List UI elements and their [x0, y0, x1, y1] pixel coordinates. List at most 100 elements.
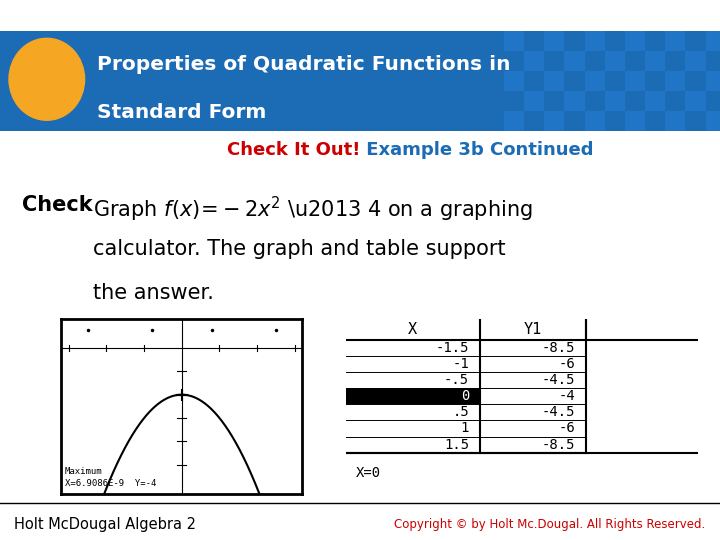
- Text: -4: -4: [558, 389, 575, 403]
- Bar: [544, 111, 564, 131]
- Bar: [564, 71, 585, 91]
- Bar: [346, 356, 480, 372]
- Bar: [605, 91, 625, 111]
- Text: 1: 1: [461, 421, 469, 435]
- Bar: [504, 51, 524, 71]
- Bar: [625, 111, 645, 131]
- Bar: [645, 111, 665, 131]
- Bar: [706, 111, 720, 131]
- Bar: [544, 91, 564, 111]
- Bar: [346, 340, 480, 356]
- Text: -4.5: -4.5: [541, 406, 575, 420]
- Text: -8.5: -8.5: [541, 437, 575, 451]
- Text: 0: 0: [461, 389, 469, 403]
- Bar: [346, 421, 480, 436]
- Bar: [524, 91, 544, 111]
- Bar: [544, 51, 564, 71]
- Bar: [524, 111, 544, 131]
- Bar: [524, 71, 544, 91]
- Text: .5: .5: [452, 406, 469, 420]
- Bar: [480, 340, 585, 356]
- Text: X=0: X=0: [356, 467, 382, 481]
- Bar: [645, 31, 665, 51]
- Text: Standard Form: Standard Form: [97, 103, 266, 122]
- Bar: [585, 51, 605, 71]
- Bar: [665, 51, 685, 71]
- Bar: [480, 436, 585, 453]
- Bar: [665, 111, 685, 131]
- Text: Example 3b Continued: Example 3b Continued: [360, 141, 593, 159]
- Bar: [564, 51, 585, 71]
- Bar: [625, 91, 645, 111]
- Text: -.5: -.5: [444, 373, 469, 387]
- Bar: [706, 91, 720, 111]
- Text: -6: -6: [558, 421, 575, 435]
- Bar: [645, 51, 665, 71]
- Bar: [504, 31, 524, 51]
- Text: the answer.: the answer.: [93, 283, 214, 303]
- Bar: [480, 388, 585, 404]
- Bar: [564, 31, 585, 51]
- Bar: [685, 91, 706, 111]
- Text: Check: Check: [22, 195, 93, 215]
- Bar: [504, 111, 524, 131]
- Bar: [605, 111, 625, 131]
- Bar: [605, 51, 625, 71]
- Bar: [524, 31, 544, 51]
- Bar: [645, 71, 665, 91]
- Bar: [480, 372, 585, 388]
- Bar: [346, 319, 698, 340]
- Bar: [685, 31, 706, 51]
- Text: Check It Out!: Check It Out!: [227, 141, 360, 159]
- Bar: [706, 51, 720, 71]
- Bar: [706, 71, 720, 91]
- Text: X=6.9086E-9  Y=-4: X=6.9086E-9 Y=-4: [65, 479, 156, 488]
- Text: Maximum: Maximum: [65, 467, 102, 476]
- Bar: [585, 91, 605, 111]
- Bar: [346, 453, 698, 494]
- Text: -8.5: -8.5: [541, 341, 575, 355]
- Bar: [605, 71, 625, 91]
- Text: X: X: [408, 322, 417, 336]
- Bar: [480, 421, 585, 436]
- Text: Holt McDougal Algebra 2: Holt McDougal Algebra 2: [14, 517, 197, 532]
- Bar: [665, 31, 685, 51]
- Bar: [706, 31, 720, 51]
- Bar: [544, 31, 564, 51]
- Text: -6: -6: [558, 357, 575, 371]
- Text: Y1: Y1: [523, 322, 541, 336]
- Bar: [685, 111, 706, 131]
- Bar: [685, 51, 706, 71]
- Bar: [564, 91, 585, 111]
- Bar: [504, 71, 524, 91]
- Bar: [585, 31, 605, 51]
- Text: Graph $f(x)\!=\!-2x^2$ \u2013 4 on a graphing: Graph $f(x)\!=\!-2x^2$ \u2013 4 on a gra…: [93, 195, 533, 224]
- Bar: [625, 31, 645, 51]
- Bar: [346, 388, 480, 404]
- Text: -1.5: -1.5: [436, 341, 469, 355]
- Bar: [585, 71, 605, 91]
- Text: calculator. The graph and table support: calculator. The graph and table support: [93, 239, 505, 259]
- Bar: [665, 91, 685, 111]
- Bar: [524, 51, 544, 71]
- Bar: [625, 51, 645, 71]
- Bar: [564, 111, 585, 131]
- Text: -4.5: -4.5: [541, 373, 575, 387]
- Bar: [480, 404, 585, 420]
- Bar: [585, 111, 605, 131]
- Bar: [665, 71, 685, 91]
- Text: Copyright © by Holt Mc.Dougal. All Rights Reserved.: Copyright © by Holt Mc.Dougal. All Right…: [395, 518, 706, 531]
- Bar: [685, 71, 706, 91]
- Bar: [625, 71, 645, 91]
- Bar: [346, 436, 480, 453]
- Text: Properties of Quadratic Functions in: Properties of Quadratic Functions in: [97, 55, 510, 75]
- Bar: [544, 71, 564, 91]
- Ellipse shape: [9, 38, 85, 120]
- Bar: [645, 91, 665, 111]
- Bar: [480, 356, 585, 372]
- Bar: [346, 372, 480, 388]
- Bar: [504, 91, 524, 111]
- Text: 1.5: 1.5: [444, 437, 469, 451]
- Bar: [605, 31, 625, 51]
- Text: -1: -1: [452, 357, 469, 371]
